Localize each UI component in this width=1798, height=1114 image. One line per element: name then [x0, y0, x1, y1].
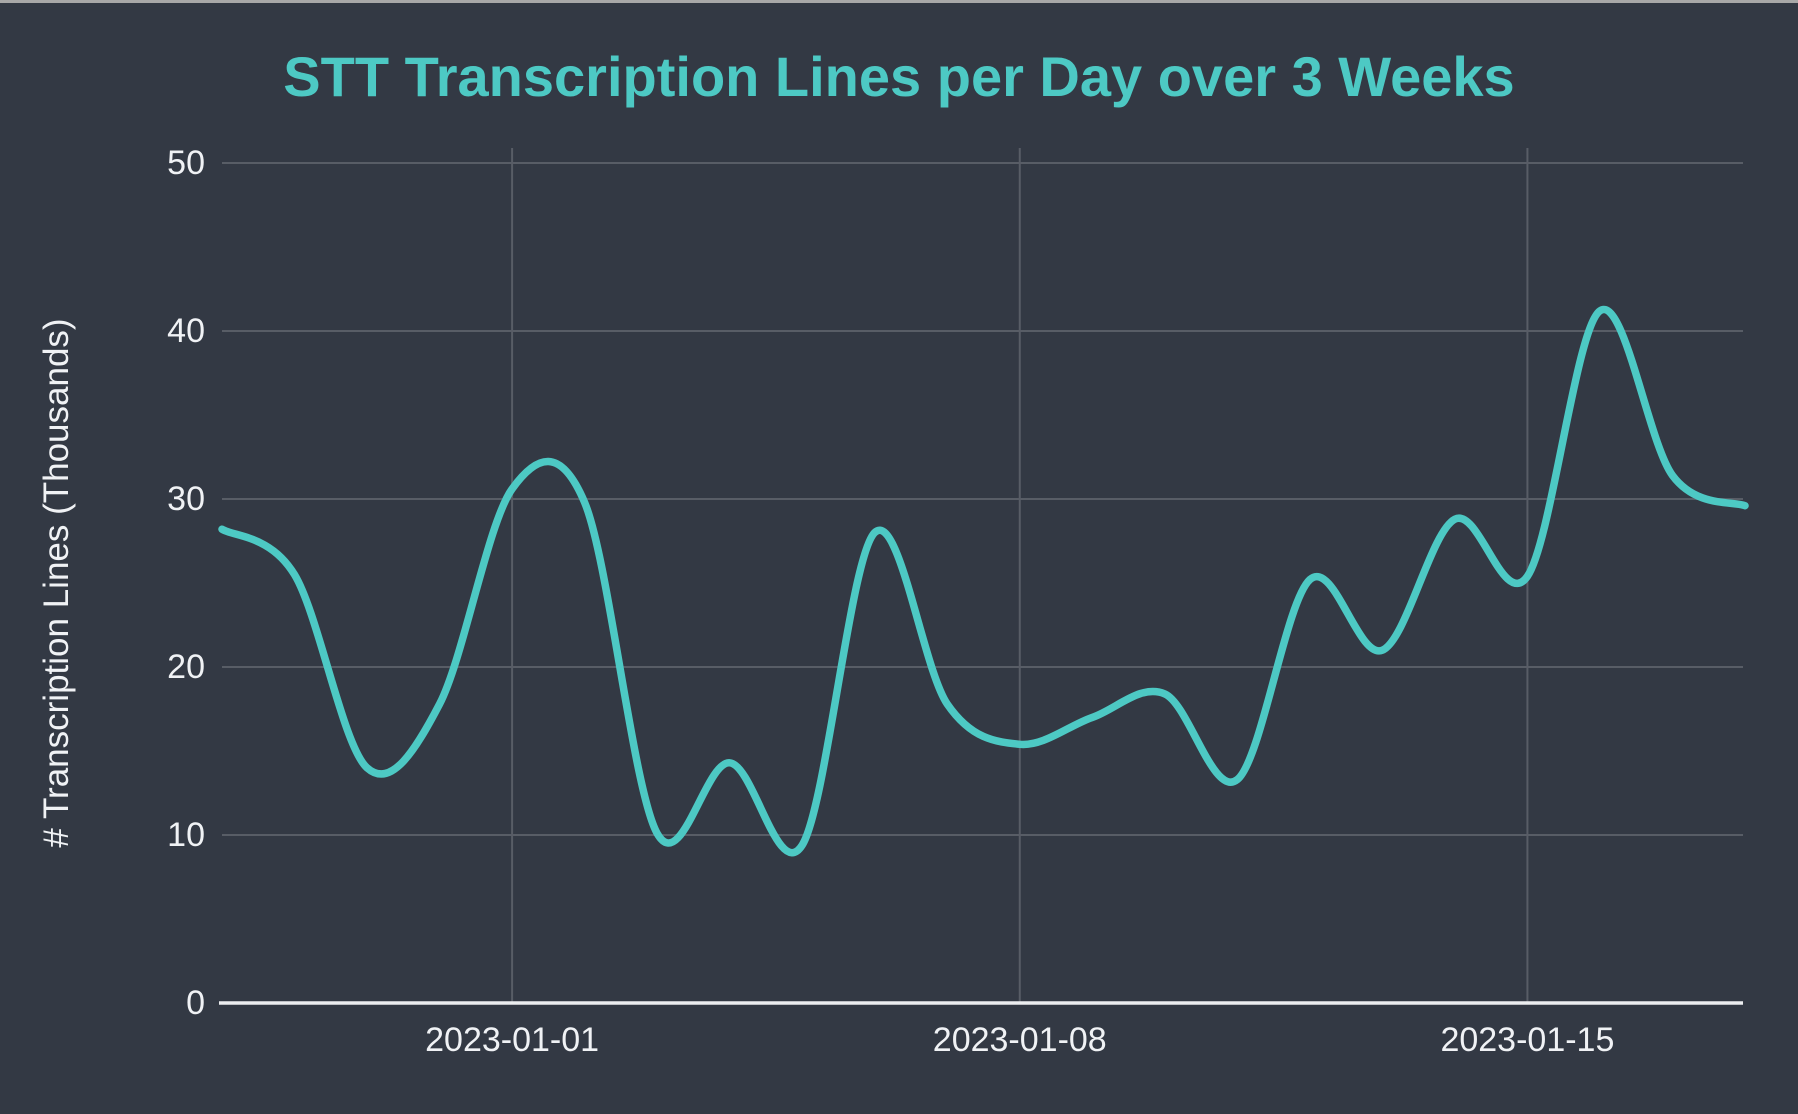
x-tick-label: 2023-01-15 [1440, 1021, 1614, 1059]
y-tick-label: 50 [167, 144, 205, 182]
y-tick-label: 0 [186, 984, 205, 1022]
chart-title: STT Transcription Lines per Day over 3 W… [283, 45, 1515, 108]
y-tick-label: 10 [167, 816, 205, 854]
x-tick-label: 2023-01-01 [425, 1021, 599, 1059]
window-top-border [0, 0, 1798, 3]
series-line [218, 305, 1749, 857]
y-tick-label: 30 [167, 480, 205, 518]
y-tick-label: 20 [167, 648, 205, 686]
x-tick-label: 2023-01-08 [933, 1021, 1107, 1059]
y-tick-label: 40 [167, 312, 205, 350]
